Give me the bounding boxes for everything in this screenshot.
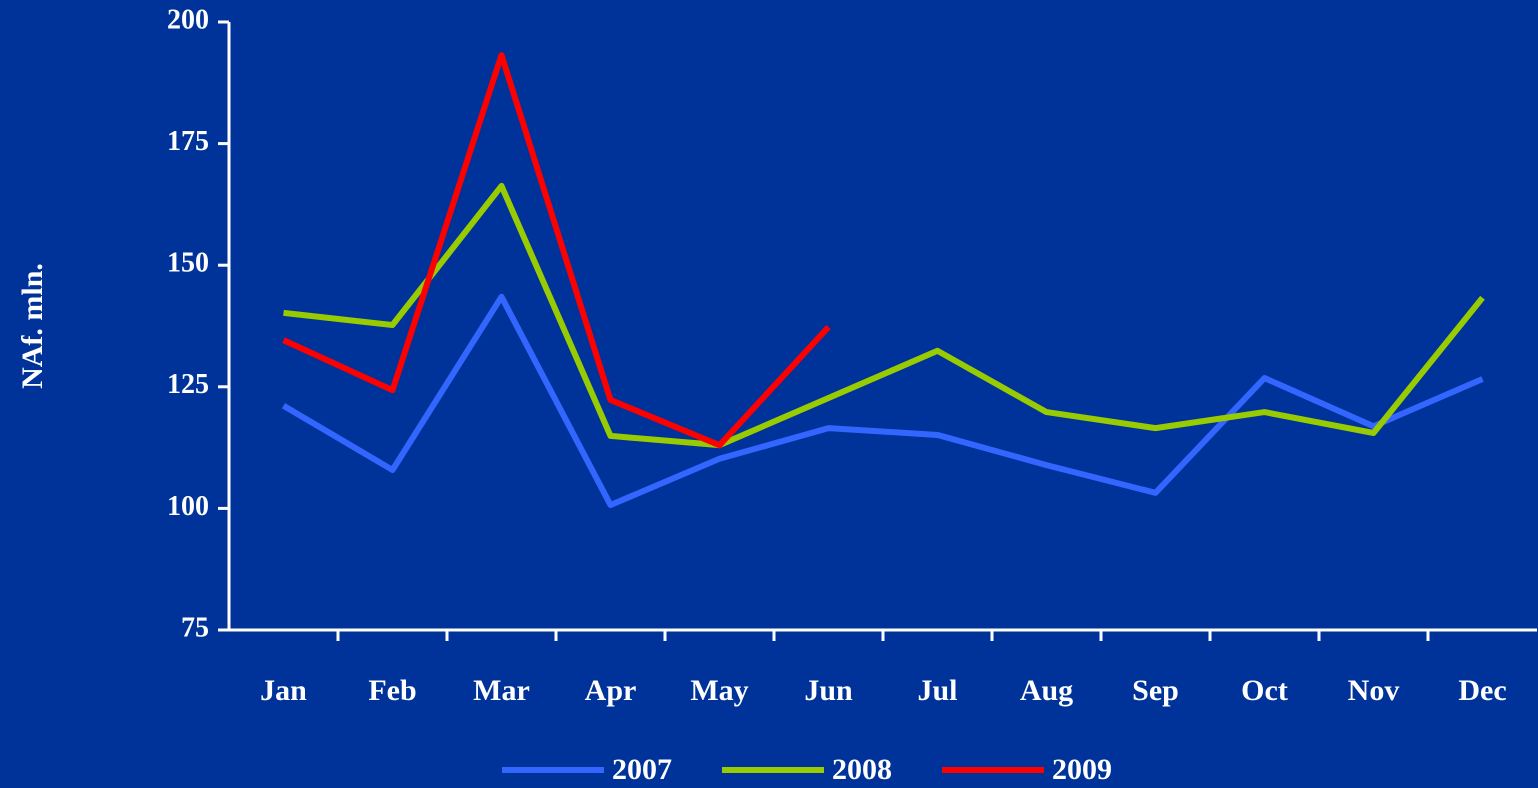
x-tick-label: Jul — [917, 674, 957, 707]
x-tick-label: Feb — [368, 674, 416, 707]
y-axis-label: NAf. mln. — [16, 263, 49, 389]
x-tick-label: Jun — [804, 674, 853, 707]
series-line — [283, 182, 1485, 449]
legend-label: 2008 — [832, 753, 892, 786]
x-tick-label: Oct — [1241, 674, 1288, 707]
legend-label: 2007 — [612, 753, 672, 786]
x-tick-label: Jan — [260, 674, 307, 707]
y-tick-label: 75 — [181, 612, 209, 643]
x-tick-label: May — [690, 674, 748, 707]
y-tick-label: 125 — [167, 369, 209, 400]
y-tick-label: 200 — [167, 4, 209, 35]
x-tick-label: Sep — [1132, 674, 1179, 707]
x-tick-label: Aug — [1020, 674, 1073, 707]
x-tick-label: Dec — [1458, 674, 1506, 707]
y-tick-label: 175 — [167, 126, 209, 157]
series-line — [282, 52, 831, 449]
x-tick-label: Nov — [1348, 674, 1400, 707]
series-line — [281, 293, 1484, 508]
x-tick-label: Apr — [585, 674, 637, 707]
x-tick-label: Mar — [473, 674, 530, 707]
legend-label: 2009 — [1052, 753, 1112, 786]
y-tick-label: 150 — [167, 248, 209, 279]
y-tick-label: 100 — [167, 491, 209, 522]
